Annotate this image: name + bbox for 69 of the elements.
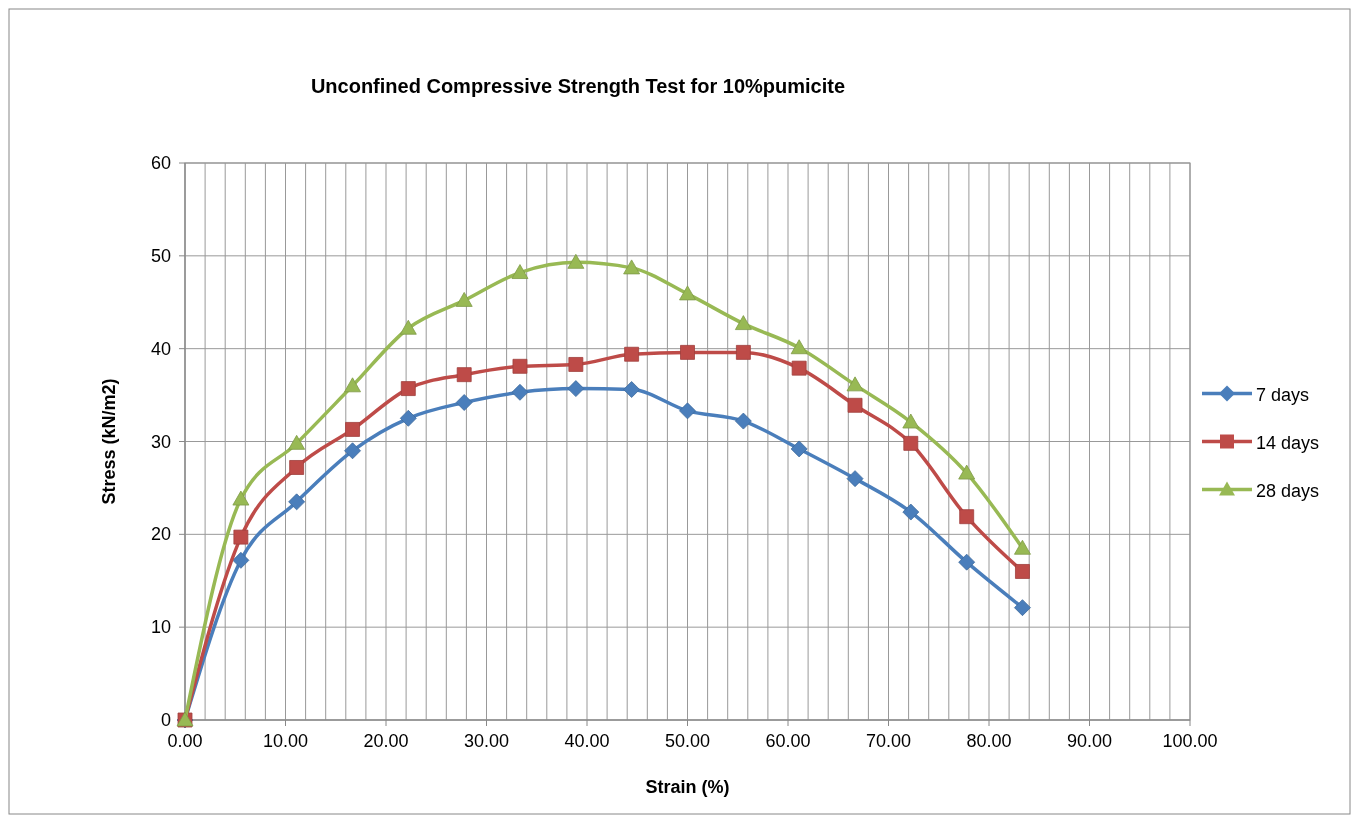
point <box>288 493 306 511</box>
point <box>735 344 751 360</box>
point <box>399 409 417 427</box>
point <box>567 380 585 397</box>
chart-title: Unconfined Compressive Strength Test for 10%pumicite <box>310 75 846 97</box>
point <box>455 291 473 307</box>
point <box>790 440 808 458</box>
point <box>959 509 975 525</box>
point <box>623 259 641 275</box>
x-tick-label: 40.00 <box>564 731 610 751</box>
point <box>344 442 361 460</box>
point <box>288 434 306 450</box>
legend-label: 7 days <box>1256 384 1310 405</box>
point <box>232 551 250 569</box>
point <box>624 346 640 362</box>
y-tick-label: 50 <box>150 245 171 266</box>
point <box>846 470 864 488</box>
y-tick-label: 20 <box>150 524 171 545</box>
point <box>233 529 249 545</box>
point <box>568 357 584 372</box>
point <box>511 383 529 401</box>
x-tick-label: 80.00 <box>966 731 1012 751</box>
point <box>344 377 361 393</box>
point <box>680 344 695 360</box>
point <box>958 553 976 571</box>
x-tick-label: 10.00 <box>262 731 309 751</box>
x-tick-label: 90.00 <box>1066 731 1113 751</box>
point <box>679 285 696 301</box>
x-axis-title: Strain (%) <box>645 777 730 797</box>
point <box>232 490 250 506</box>
x-tick-label: 100.00 <box>1162 731 1218 751</box>
y-tick-label: 0 <box>160 710 171 730</box>
point <box>902 503 920 521</box>
point <box>345 422 360 437</box>
point <box>623 381 641 398</box>
y-axis-title: Stress (kN/m2) <box>99 378 119 505</box>
point <box>902 413 920 429</box>
point <box>511 264 529 279</box>
point <box>512 358 528 374</box>
legend-label: 28 days <box>1256 480 1320 501</box>
point <box>679 402 696 420</box>
point <box>455 394 473 411</box>
y-tick-label: 40 <box>150 338 171 359</box>
point <box>903 435 919 451</box>
point <box>790 339 808 355</box>
point <box>1015 564 1030 579</box>
x-tick-label: 70.00 <box>865 731 912 751</box>
point <box>847 397 863 413</box>
point <box>791 360 807 376</box>
point <box>1014 599 1031 617</box>
y-tick-label: 10 <box>150 617 171 638</box>
point <box>289 460 305 475</box>
x-tick-label: 60.00 <box>765 731 811 751</box>
legend-label: 14 days <box>1256 432 1320 453</box>
x-tick-label: 30.00 <box>463 731 510 751</box>
y-tick-label: 30 <box>150 431 171 452</box>
point <box>734 412 752 430</box>
y-tick-label: 60 <box>150 153 171 173</box>
point <box>400 381 416 396</box>
point <box>1014 539 1031 555</box>
point <box>567 253 585 269</box>
x-tick-label: 50.00 <box>664 731 711 751</box>
point <box>734 315 752 330</box>
point <box>456 367 472 383</box>
point <box>846 376 864 392</box>
point <box>958 464 976 480</box>
x-tick-label: 0.00 <box>167 731 203 751</box>
x-tick-label: 20.00 <box>363 731 409 751</box>
point <box>399 319 417 335</box>
